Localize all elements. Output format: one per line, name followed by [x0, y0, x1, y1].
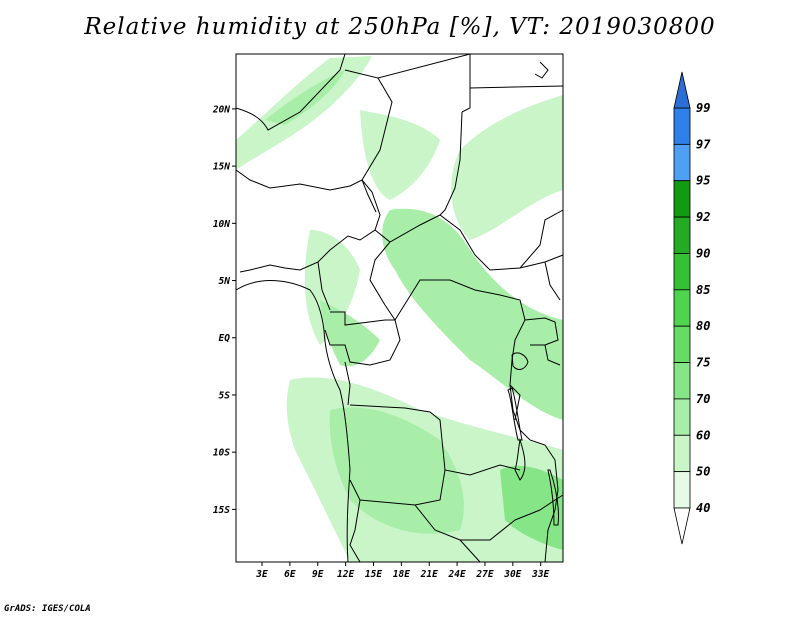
colorbar: 99 97 95 92 90 85 80 75 70 60 50 40 [673, 71, 711, 545]
colorbar-segment [673, 107, 691, 145]
lon-tick-label: 15E [365, 569, 382, 580]
map-title: Relative humidity at 250hPa [%], VT: 201… [84, 14, 716, 40]
lon-tick-label: 30E [503, 569, 521, 580]
colorbar-label: 70 [696, 392, 710, 406]
colorbar-label: 92 [696, 210, 710, 224]
lon-tick-label: 24E [448, 569, 466, 580]
lat-tick-label: 10S [213, 448, 230, 459]
map-frame [235, 53, 564, 563]
colorbar-segment [673, 362, 691, 400]
colorbar-label: 85 [696, 283, 710, 297]
lat-tick-label: 15S [213, 505, 230, 516]
humidity-field [236, 56, 563, 562]
colorbar-label: 75 [696, 356, 710, 370]
colorbar-label: 95 [696, 174, 710, 188]
lon-tick-label: 33E [531, 569, 549, 580]
colorbar-label: 99 [696, 101, 710, 115]
colorbar-segment [673, 216, 691, 254]
lon-tick-label: 18E [393, 569, 410, 580]
colorbar-label: 60 [696, 428, 710, 442]
colorbar-segment [673, 471, 691, 509]
colorbar-label: 97 [696, 137, 711, 151]
colorbar-segment [673, 143, 691, 182]
lat-tick-label: 5S [219, 390, 231, 401]
colorbar-label: 50 [696, 465, 710, 479]
lon-tick-label: 6E [284, 569, 296, 580]
country-borders [235, 53, 564, 563]
colorbar-label: 90 [696, 246, 710, 260]
lon-tick-label: 12E [337, 569, 354, 580]
colorbar-max-arrow [673, 71, 691, 109]
lat-tick-label: 5N [219, 276, 231, 287]
lakes [507, 352, 559, 526]
lon-tick-label: 9E [312, 569, 324, 580]
lat-tick-label: EQ [219, 333, 231, 344]
colorbar-label: 80 [696, 319, 710, 333]
footer-credit: GrADS: IGES/COLA [4, 604, 91, 614]
lon-tick-label: 3E [255, 569, 268, 580]
colorbar-segment [673, 289, 691, 327]
lon-tick-label: 21E [420, 569, 438, 580]
colorbar-segment [673, 325, 691, 363]
colorbar-segment [673, 180, 691, 218]
colorbar-label: 40 [696, 501, 710, 515]
colorbar-segment [673, 398, 691, 436]
longitude-axis: 3E 6E 9E 12E 15E 18E 21E 24E 27E 30E 33E [255, 562, 550, 580]
colorbar-segment [673, 434, 691, 473]
colorbar-segment [673, 253, 691, 291]
lat-tick-label: 15N [213, 162, 230, 173]
latitude-axis: 20N 15N 10N 5N EQ 5S 10S 15S [212, 104, 236, 516]
lat-tick-label: 20N [212, 104, 230, 115]
lat-tick-label: 10N [213, 219, 230, 230]
lon-tick-label: 27E [475, 569, 493, 580]
colorbar-min-arrow [673, 507, 691, 545]
